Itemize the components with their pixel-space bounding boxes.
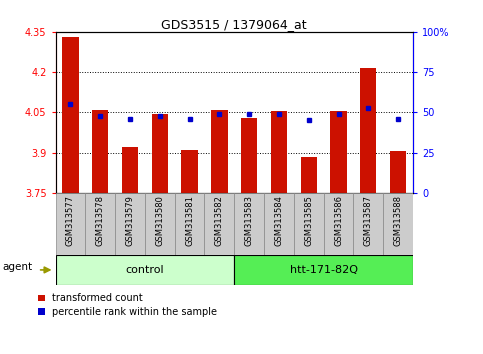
Bar: [264, 193, 294, 255]
Bar: [56, 193, 85, 255]
Bar: [122, 147, 138, 193]
Text: GSM313582: GSM313582: [215, 195, 224, 246]
Text: GSM313587: GSM313587: [364, 195, 373, 246]
Text: GSM313588: GSM313588: [394, 195, 402, 246]
Bar: [85, 193, 115, 255]
Bar: [324, 193, 354, 255]
Title: GDS3515 / 1379064_at: GDS3515 / 1379064_at: [161, 18, 307, 31]
Bar: [354, 193, 383, 255]
Text: GSM313585: GSM313585: [304, 195, 313, 246]
Text: GSM313583: GSM313583: [245, 195, 254, 246]
Bar: [175, 193, 204, 255]
Bar: [241, 118, 257, 193]
Text: agent: agent: [3, 262, 33, 272]
Bar: [62, 37, 79, 193]
Bar: [234, 255, 413, 285]
Bar: [152, 114, 168, 193]
Text: GSM313581: GSM313581: [185, 195, 194, 246]
Text: GSM313578: GSM313578: [96, 195, 105, 246]
Bar: [92, 110, 108, 193]
Text: htt-171-82Q: htt-171-82Q: [290, 265, 357, 275]
Bar: [56, 255, 234, 285]
Text: GSM313577: GSM313577: [66, 195, 75, 246]
Bar: [294, 193, 324, 255]
Text: GSM313579: GSM313579: [126, 195, 134, 246]
Bar: [211, 110, 227, 193]
Bar: [330, 111, 347, 193]
Legend: transformed count, percentile rank within the sample: transformed count, percentile rank withi…: [38, 293, 217, 317]
Bar: [390, 151, 406, 193]
Bar: [204, 193, 234, 255]
Bar: [383, 193, 413, 255]
Bar: [115, 193, 145, 255]
Bar: [271, 111, 287, 193]
Text: GSM313586: GSM313586: [334, 195, 343, 246]
Bar: [145, 193, 175, 255]
Text: control: control: [126, 265, 164, 275]
Text: GSM313580: GSM313580: [156, 195, 164, 246]
Bar: [182, 150, 198, 193]
Bar: [234, 193, 264, 255]
Bar: [300, 157, 317, 193]
Text: GSM313584: GSM313584: [274, 195, 284, 246]
Bar: [360, 68, 376, 193]
